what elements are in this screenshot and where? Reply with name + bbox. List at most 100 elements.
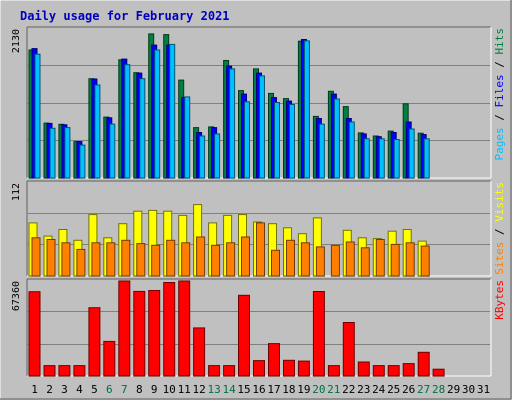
bar-kbytes [327,365,340,377]
bar-pages [124,64,131,179]
x-tick-label: 26 [402,383,415,396]
bar-kbytes [28,291,41,377]
bar-kbytes [223,365,236,377]
bar-kbytes [342,322,355,377]
bar-sites [420,245,430,277]
x-tick-label: 21 [327,383,340,396]
bar-sites [390,243,400,277]
bar-sites [106,242,116,277]
legend-kbytes: KBytes [493,280,506,320]
y-max-label: 112 [11,183,22,201]
bar-sites [256,222,265,277]
x-tick-label: 1 [31,383,38,396]
series-kbytes [28,280,445,377]
bar-pages [333,98,340,179]
x-tick-label: 3 [61,383,68,396]
bar-sites [151,244,161,277]
x-tick-label: 29 [447,383,460,396]
x-tick-label: 15 [237,383,250,396]
bar-kbytes [297,360,310,377]
series-pages [34,40,430,179]
bar-pages [423,138,430,179]
bar-sites [286,239,295,277]
legend-visits: Visits [493,182,506,222]
legend: Pages / Files / Hits [493,28,506,161]
x-tick-label: 22 [342,383,355,396]
x-tick-label: 2 [46,383,53,396]
bar-pages [94,84,101,179]
x-tick-label: 6 [106,383,113,396]
legend-separator: / [493,108,506,128]
bar-sites [360,247,370,277]
hits-panel: 2130 Pages / Files / Hits [11,26,506,179]
series-sites [31,222,430,277]
x-tick-label: 8 [136,383,143,396]
bar-kbytes [357,361,370,377]
x-tick-label: 10 [163,383,176,396]
bar-kbytes [402,363,415,377]
legend: KBytes [493,280,506,320]
bar-kbytes [417,351,430,377]
bar-kbytes [58,365,71,377]
bar-sites [330,244,340,277]
bar-sites [345,241,355,277]
bar-sites [121,239,131,277]
x-tick-label: 13 [207,383,220,396]
chart-title: Daily usage for February 2021 [20,9,230,23]
bar-sites [375,239,385,277]
bar-pages [363,138,370,179]
bar-sites [136,243,146,277]
bar-kbytes [268,343,280,377]
panels-layer: 2130 Pages / Files / Hits 112 Sites / Visit… [11,26,506,377]
y-max-label: 67360 [11,281,22,311]
kbytes-panel: 67360 KBytes [11,278,506,377]
bar-sites [211,244,221,277]
bar-sites [166,239,176,277]
legend-sites: Sites [493,242,506,275]
bar-kbytes [238,294,250,377]
x-tick-label: 14 [222,383,236,396]
bar-kbytes [148,290,161,377]
bar-sites [46,239,56,277]
bar-sites [61,242,71,277]
bar-pages [79,144,86,179]
x-tick-label: 31 [477,383,490,396]
x-tick-label: 9 [151,383,158,396]
bar-pages [318,123,325,179]
bar-sites [271,249,280,277]
bar-sites [76,248,86,277]
x-tick-label: 23 [357,383,370,396]
x-tick-label: 7 [121,383,128,396]
bar-pages [229,68,236,179]
y-max-label: 2130 [11,29,22,53]
bar-pages [64,127,71,179]
bar-kbytes [253,360,265,377]
bar-kbytes [283,359,295,377]
x-tick-label: 20 [312,383,325,396]
bar-pages [244,101,250,179]
x-tick-label: 18 [282,383,295,396]
bar-kbytes [208,365,221,377]
bar-kbytes [372,365,385,377]
bar-pages [34,53,41,179]
bar-kbytes [43,365,56,377]
bar-pages [408,128,415,179]
bar-sites [196,236,206,277]
legend-pages: Pages [493,127,506,160]
x-tick-label: 24 [372,383,386,396]
x-tick-label: 30 [462,383,475,396]
x-tick-label: 12 [192,383,205,396]
bar-sites [181,242,191,277]
x-tick-label: 4 [76,383,83,396]
x-tick-label: 11 [178,383,191,396]
bar-pages [393,139,400,179]
legend-separator: / [493,55,506,75]
bar-pages [378,138,385,179]
bar-kbytes [312,291,325,377]
bar-pages [109,123,116,179]
bar-kbytes [387,365,400,377]
bar-kbytes [73,365,86,377]
bar-sites [31,237,41,277]
bar-kbytes [133,290,146,377]
